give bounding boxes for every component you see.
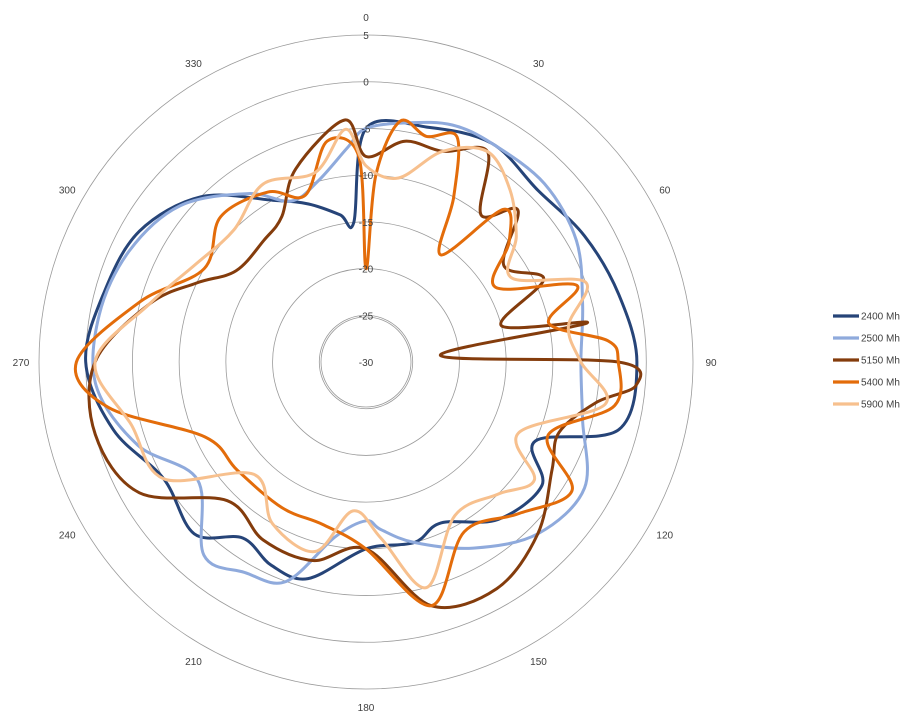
legend-label: 5150 Mh: [861, 356, 900, 367]
series-line-5900-mh: [93, 127, 609, 590]
radial-tick-label: -30: [359, 358, 374, 369]
legend-label: 5900 Mh: [861, 400, 900, 411]
series-line-2500-mh: [91, 120, 589, 585]
radial-tick-label: -25: [359, 311, 374, 322]
angle-label: 270: [13, 358, 30, 369]
radial-tick-labels: 5 0 -5 -10 -15 -20 -25 -30: [359, 31, 374, 369]
series-lines: [73, 118, 643, 610]
radial-tick-label: -5: [362, 124, 371, 135]
angle-label: 0: [363, 13, 369, 24]
angle-label: 240: [59, 531, 76, 542]
angle-label: 330: [185, 59, 202, 70]
legend: 2400 Mh 2500 Mh 5150 Mh 5400 Mh 5900 Mh: [833, 312, 900, 411]
angle-labels: 0 30 60 90 120 150 180 210 240 270 300 330: [13, 13, 717, 713]
radial-tick-label: 0: [363, 78, 369, 89]
grid-ring: [320, 316, 412, 408]
angle-label: 120: [656, 531, 673, 542]
radial-tick-label: -10: [359, 171, 374, 182]
angle-label: 210: [185, 657, 202, 668]
angle-label: 300: [59, 186, 76, 197]
angle-label: 90: [705, 358, 717, 369]
angle-label: 60: [659, 186, 671, 197]
legend-label: 2500 Mh: [861, 334, 900, 345]
grid-ring: [38, 34, 694, 690]
angle-label: 30: [533, 59, 545, 70]
angle-label: 180: [358, 703, 375, 713]
legend-label: 2400 Mh: [861, 312, 900, 323]
grid-ring: [225, 221, 507, 503]
grid-ring: [318, 314, 414, 410]
legend-label: 5400 Mh: [861, 378, 900, 389]
radial-tick-label: -15: [359, 218, 374, 229]
radial-tick-label: -20: [359, 265, 374, 276]
angle-label: 150: [530, 657, 547, 668]
radial-tick-label: 5: [363, 31, 369, 42]
series-line-5150-mh: [87, 118, 643, 610]
series-line-5400-mh: [73, 118, 623, 608]
